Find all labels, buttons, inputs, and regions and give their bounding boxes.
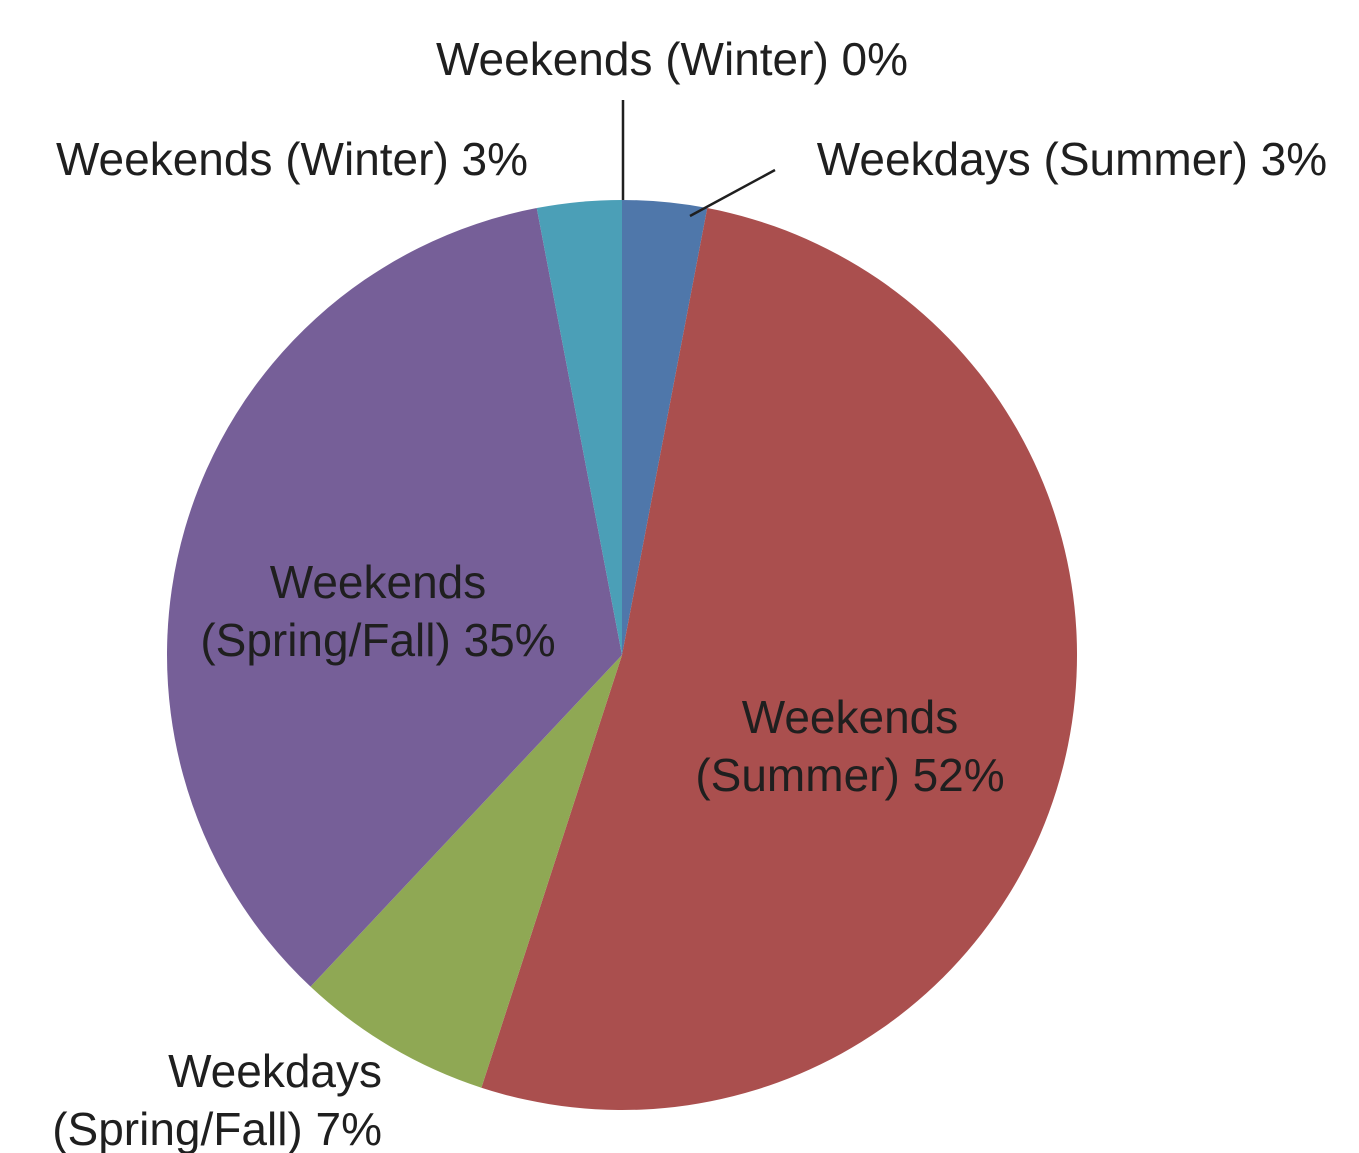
slice-label-5: Weekends (Winter) 0% xyxy=(436,33,908,85)
leader-lines xyxy=(621,100,776,218)
slice-label-3: Weekends (Spring/Fall) 35% xyxy=(200,556,555,666)
slice-labels: Weekdays (Summer) 3% Weekends (Summer) 52%… xyxy=(52,33,1327,1153)
slice-label-2: Weekdays (Spring/Fall) 7% xyxy=(52,1045,382,1153)
pie-slice-0 xyxy=(622,200,708,655)
slice-label-0: Weekdays (Summer) 3% xyxy=(817,133,1327,185)
pie-slice-4 xyxy=(536,200,622,655)
pie-slice-3 xyxy=(167,208,623,987)
slice-label-1: Weekends (Summer) 52% xyxy=(695,691,1004,801)
slice-label-4: Weekends (Winter) 3% xyxy=(56,133,528,185)
pie-slice-1 xyxy=(481,208,1078,1111)
leader-line-0 xyxy=(689,168,776,218)
pie-slice-2 xyxy=(310,655,622,1088)
pie-slices xyxy=(167,200,1078,1111)
